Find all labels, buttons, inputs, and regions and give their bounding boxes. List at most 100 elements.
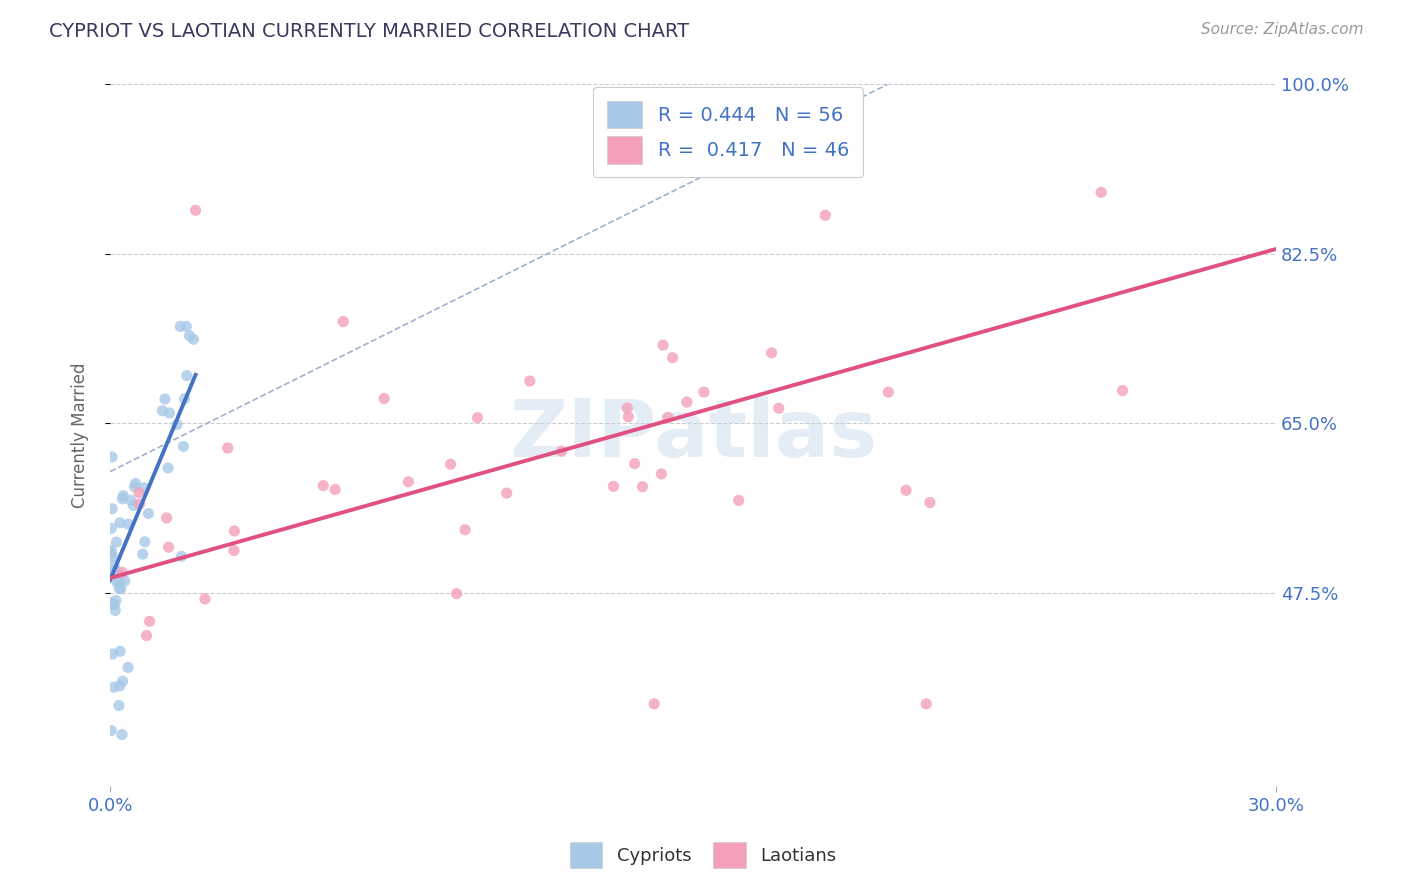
- Point: [157, 540, 180, 554]
- Point: [761, 346, 783, 360]
- Point: [117, 660, 139, 674]
- Legend: R = 0.444   N = 56, R =  0.417   N = 46: R = 0.444 N = 56, R = 0.417 N = 46: [593, 87, 862, 178]
- Point: [446, 587, 468, 601]
- Point: [138, 615, 160, 629]
- Point: [550, 444, 572, 458]
- Point: [631, 480, 654, 494]
- Point: [105, 575, 128, 590]
- Point: [100, 597, 122, 611]
- Point: [111, 728, 134, 742]
- Point: [155, 511, 177, 525]
- Point: [159, 406, 181, 420]
- Point: [467, 410, 489, 425]
- Point: [918, 495, 941, 509]
- Point: [101, 501, 124, 516]
- Point: [768, 401, 790, 416]
- Point: [693, 385, 716, 400]
- Point: [373, 392, 395, 406]
- Point: [183, 332, 205, 346]
- Point: [661, 351, 683, 365]
- Point: [323, 483, 346, 497]
- Point: [617, 409, 640, 424]
- Point: [108, 679, 131, 693]
- Point: [138, 507, 160, 521]
- Point: [915, 697, 938, 711]
- Point: [132, 547, 155, 561]
- Point: [100, 567, 122, 582]
- Point: [652, 338, 675, 352]
- Point: [124, 476, 146, 491]
- Point: [111, 491, 134, 506]
- Point: [101, 647, 124, 661]
- Point: [156, 461, 179, 475]
- Point: [727, 493, 749, 508]
- Point: [135, 629, 157, 643]
- Point: [623, 457, 645, 471]
- Point: [172, 440, 194, 454]
- Point: [128, 497, 150, 511]
- Point: [519, 374, 541, 388]
- Point: [616, 401, 638, 415]
- Point: [650, 467, 672, 481]
- Point: [111, 566, 134, 580]
- Point: [894, 483, 917, 498]
- Point: [173, 392, 195, 406]
- Point: [166, 417, 188, 432]
- Point: [100, 546, 122, 560]
- Point: [100, 723, 122, 738]
- Point: [224, 524, 246, 538]
- Point: [122, 499, 145, 513]
- Point: [176, 368, 198, 383]
- Point: [602, 479, 624, 493]
- Point: [312, 478, 335, 492]
- Legend: Cypriots, Laotians: Cypriots, Laotians: [560, 831, 846, 879]
- Point: [108, 698, 131, 713]
- Point: [396, 475, 419, 489]
- Point: [108, 574, 131, 589]
- Point: [676, 395, 699, 409]
- Point: [117, 517, 139, 532]
- Point: [217, 441, 239, 455]
- Text: ZIPatlas: ZIPatlas: [509, 396, 877, 475]
- Point: [174, 319, 197, 334]
- Point: [1111, 384, 1133, 398]
- Point: [495, 486, 517, 500]
- Point: [194, 591, 217, 606]
- Point: [439, 457, 461, 471]
- Point: [103, 598, 125, 612]
- Point: [103, 558, 125, 573]
- Point: [134, 534, 156, 549]
- Point: [814, 208, 837, 222]
- Point: [103, 680, 125, 694]
- Point: [454, 523, 477, 537]
- Point: [101, 565, 124, 579]
- Y-axis label: Currently Married: Currently Married: [72, 362, 89, 508]
- Point: [100, 595, 122, 609]
- Point: [1090, 186, 1112, 200]
- Point: [152, 403, 174, 417]
- Point: [110, 582, 132, 596]
- Point: [643, 697, 665, 711]
- Point: [108, 644, 131, 658]
- Point: [169, 319, 191, 334]
- Point: [108, 582, 131, 596]
- Point: [100, 521, 122, 535]
- Point: [104, 603, 127, 617]
- Point: [222, 543, 245, 558]
- Point: [120, 493, 142, 508]
- Point: [103, 564, 125, 578]
- Point: [111, 674, 134, 689]
- Point: [170, 549, 193, 564]
- Point: [108, 516, 131, 530]
- Point: [332, 315, 354, 329]
- Point: [107, 565, 129, 579]
- Point: [657, 410, 679, 425]
- Point: [100, 543, 122, 558]
- Point: [184, 203, 207, 218]
- Point: [132, 481, 155, 495]
- Text: CYPRIOT VS LAOTIAN CURRENTLY MARRIED CORRELATION CHART: CYPRIOT VS LAOTIAN CURRENTLY MARRIED COR…: [49, 22, 689, 41]
- Point: [104, 593, 127, 607]
- Point: [105, 535, 128, 549]
- Point: [112, 489, 135, 503]
- Point: [101, 549, 124, 564]
